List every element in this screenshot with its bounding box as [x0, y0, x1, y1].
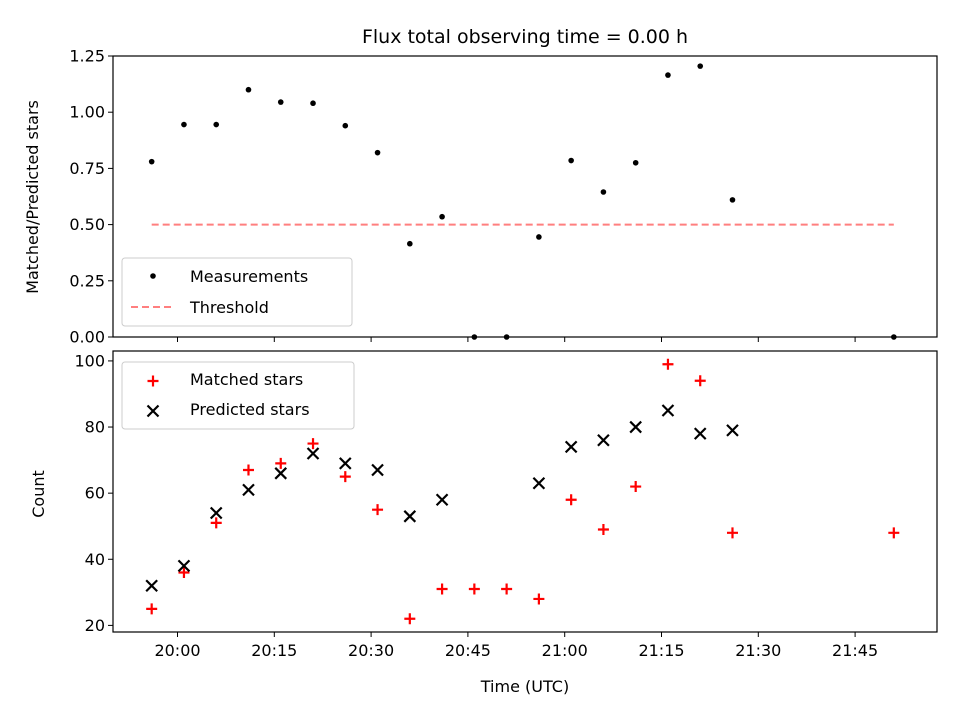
measurement-point — [245, 86, 252, 93]
predicted-star-point — [564, 440, 578, 454]
measurement-point — [665, 72, 671, 78]
x-tick-label: 21:45 — [832, 641, 878, 660]
measurement-point — [439, 213, 445, 220]
x-tick-label: 21:00 — [542, 641, 588, 660]
legend-matched-marker — [147, 375, 159, 387]
predicted-star-point — [371, 463, 384, 477]
predicted-star-point — [177, 559, 191, 573]
legend-threshold-label: Threshold — [189, 298, 269, 317]
predicted-star-point — [435, 493, 449, 507]
bottom-y-tick-label: 100 — [74, 351, 105, 370]
predicted-star-point — [339, 457, 352, 470]
bottom-y-tick-label: 40 — [85, 550, 105, 569]
bottom-y-tick-label: 20 — [85, 616, 105, 635]
top-chart-title: Flux total observing time = 0.00 h — [362, 26, 688, 48]
measurement-point — [568, 157, 574, 164]
matched-star-point — [372, 504, 384, 516]
top-y-tick-label: 0.75 — [69, 159, 105, 178]
measurement-point — [374, 149, 381, 156]
top-plot-area: 0.00 0.25 0.50 0.75 1.00 1.25 Measurements Thre… — [69, 47, 938, 347]
predicted-star-point — [145, 579, 158, 592]
top-y-tick-label: 1.25 — [69, 47, 105, 66]
measurement-point — [632, 159, 639, 166]
matched-star-point — [275, 457, 287, 469]
matched-star-point — [662, 358, 674, 370]
legend-predicted-label: Predicted stars — [190, 400, 310, 419]
legend-predicted-marker — [146, 404, 160, 418]
top-y-axis-label: Matched/Predicted stars — [23, 100, 42, 294]
x-tick-label: 21:15 — [638, 641, 684, 660]
x-tick-label: 20:15 — [251, 641, 297, 660]
predicted-star-point — [629, 420, 642, 434]
matched-star-point — [436, 583, 448, 595]
bottom-legend-box — [121, 361, 355, 430]
matched-star-point — [210, 517, 222, 529]
x-tick-label: 20:45 — [445, 641, 491, 660]
top-legend-box — [121, 257, 353, 327]
legend-measurements-label: Measurements — [190, 267, 308, 286]
measurement-point — [536, 234, 542, 240]
x-axis-label: Time (UTC) — [480, 677, 569, 696]
bottom-plot-frame — [112, 350, 938, 633]
matched-star-point — [307, 438, 319, 450]
matched-star-point — [146, 603, 158, 615]
matched-star-point — [726, 527, 738, 539]
predicted-star-point — [209, 506, 223, 520]
matched-star-point — [694, 375, 706, 387]
measurement-point — [729, 197, 736, 203]
top-y-tick-label: 0.25 — [69, 271, 105, 290]
bottom-plot-area: 20 40 60 80 100 20:00 20:15 20:30 20:45 21:00 21:1… — [74, 350, 938, 660]
measurement-point — [148, 158, 155, 165]
measurement-point — [310, 100, 316, 107]
top-legend: Measurements Threshold — [121, 257, 353, 327]
predicted-star-point — [726, 424, 739, 437]
measurement-point — [342, 122, 349, 129]
matched-star-point — [888, 527, 900, 539]
legend-matched-label: Matched stars — [190, 370, 303, 389]
measurement-point — [277, 99, 284, 105]
predicted-star-point — [274, 467, 288, 480]
x-tick-label: 21:30 — [735, 641, 781, 660]
matched-star-point — [501, 583, 513, 595]
top-y-tick-label: 0.50 — [69, 215, 105, 234]
matched-star-point — [242, 464, 254, 476]
measurement-point — [697, 63, 704, 69]
predicted-star-point — [693, 427, 707, 440]
x-tick-label: 20:30 — [348, 641, 394, 660]
measurement-point — [213, 121, 220, 128]
top-y-tick-label: 0.00 — [69, 328, 105, 347]
predicted-star-point — [661, 404, 675, 417]
measurement-point — [891, 334, 897, 340]
matched-star-point — [404, 613, 416, 625]
x-tick-label: 20:00 — [154, 641, 200, 660]
top-y-tick-label: 1.00 — [69, 103, 105, 122]
matched-star-point — [468, 583, 480, 595]
matched-star-point — [630, 481, 642, 493]
matched-star-point — [178, 566, 190, 578]
measurement-point — [471, 334, 478, 340]
matched-star-point — [597, 524, 609, 536]
matched-star-point — [533, 593, 545, 605]
predicted-star-point — [403, 510, 417, 523]
bottom-y-tick-label: 80 — [85, 418, 105, 437]
predicted-star-point — [597, 433, 610, 447]
matched-star-point — [339, 471, 351, 483]
measurement-point — [503, 334, 510, 340]
matched-star-point — [565, 494, 577, 506]
measurement-point — [600, 189, 607, 195]
predicted-star-point — [306, 447, 320, 460]
measurement-point — [407, 240, 413, 247]
legend-measurements-marker — [150, 273, 156, 279]
predicted-star-point — [242, 483, 255, 497]
bottom-y-axis-label: Count — [29, 470, 48, 518]
measurement-point — [181, 121, 187, 128]
bottom-legend: Matched stars Predicted stars — [121, 361, 355, 430]
predicted-star-point — [532, 476, 546, 490]
top-plot-frame — [112, 55, 938, 338]
bottom-y-tick-label: 60 — [85, 484, 105, 503]
